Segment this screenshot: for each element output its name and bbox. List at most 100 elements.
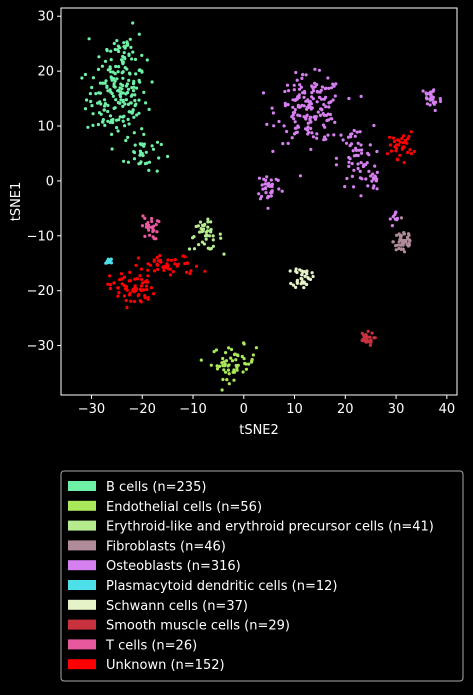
data-point <box>283 89 287 94</box>
data-point <box>257 176 262 180</box>
data-point <box>129 45 133 50</box>
data-point <box>126 135 130 139</box>
data-point <box>91 76 95 80</box>
data-point <box>421 89 425 93</box>
data-point <box>225 378 229 382</box>
data-point <box>310 131 314 135</box>
data-point <box>119 98 123 102</box>
data-point <box>305 272 309 276</box>
data-point <box>140 224 145 228</box>
data-point <box>308 117 312 121</box>
data-point <box>200 223 205 227</box>
data-point <box>192 247 197 251</box>
data-point <box>315 83 319 87</box>
data-point <box>126 102 130 106</box>
data-point <box>407 244 411 248</box>
data-point <box>309 107 313 111</box>
data-point <box>103 102 107 106</box>
data-point <box>134 263 138 267</box>
data-point <box>152 228 156 232</box>
data-point <box>108 283 112 287</box>
data-point <box>350 162 354 166</box>
data-point <box>112 281 116 285</box>
data-point <box>400 136 404 141</box>
data-point <box>113 106 117 110</box>
data-point <box>388 135 392 139</box>
data-point <box>324 105 328 109</box>
data-point <box>124 138 128 143</box>
data-point <box>121 60 125 64</box>
data-point <box>133 93 137 97</box>
data-point <box>298 83 302 87</box>
data-point <box>83 72 87 77</box>
data-point <box>330 117 334 121</box>
data-point <box>359 94 363 98</box>
data-point <box>209 220 213 224</box>
x-axis-ticks: −30 −20 −10 0 10 20 30 40 <box>78 395 455 417</box>
data-point <box>352 185 356 189</box>
data-point <box>285 129 289 134</box>
data-point <box>306 276 310 280</box>
data-point <box>127 293 132 297</box>
data-point <box>127 53 131 58</box>
data-point <box>300 272 304 277</box>
x-tick-label: 0 <box>240 402 248 417</box>
data-point <box>408 148 412 152</box>
y-tick-label: 20 <box>37 65 54 80</box>
data-point <box>261 91 266 95</box>
data-point <box>345 176 349 181</box>
data-point <box>154 223 158 227</box>
data-point <box>146 296 150 300</box>
data-point <box>329 86 334 90</box>
data-point <box>138 287 142 291</box>
data-point <box>366 329 370 333</box>
series-5 <box>104 257 113 265</box>
data-point <box>132 157 137 161</box>
data-point <box>154 237 158 241</box>
data-point <box>320 107 324 111</box>
data-point <box>356 162 360 166</box>
data-point <box>309 102 313 106</box>
data-point <box>265 122 269 126</box>
data-point <box>151 235 155 239</box>
data-point <box>294 285 298 289</box>
data-point <box>233 352 237 356</box>
y-tick-label: 30 <box>37 10 54 25</box>
data-point <box>211 244 215 248</box>
data-point <box>303 274 307 278</box>
data-point <box>202 242 206 246</box>
data-point <box>257 192 261 196</box>
data-point <box>105 85 109 89</box>
data-point <box>391 136 396 140</box>
data-point <box>309 126 313 131</box>
data-point <box>400 243 404 247</box>
data-point <box>108 67 112 71</box>
data-point <box>171 270 175 274</box>
data-point <box>194 224 198 229</box>
data-point <box>353 134 357 138</box>
data-point <box>131 108 135 112</box>
legend-swatch <box>68 540 96 551</box>
data-point <box>276 178 280 182</box>
data-point <box>242 357 246 361</box>
data-point <box>306 132 310 136</box>
data-point <box>403 238 407 243</box>
data-point <box>247 362 251 366</box>
data-point <box>291 283 295 287</box>
data-point <box>110 132 114 136</box>
data-point <box>343 185 347 189</box>
data-point <box>139 284 143 288</box>
data-point <box>145 280 150 284</box>
data-point <box>126 160 130 164</box>
data-point <box>367 153 371 157</box>
data-point <box>188 272 192 276</box>
data-point <box>121 119 125 123</box>
data-point <box>97 55 101 59</box>
data-point <box>156 267 160 272</box>
data-point <box>322 97 326 101</box>
data-point <box>96 67 101 71</box>
data-point <box>371 172 375 176</box>
data-point <box>221 356 225 361</box>
data-point <box>123 66 127 70</box>
data-point <box>397 240 401 244</box>
